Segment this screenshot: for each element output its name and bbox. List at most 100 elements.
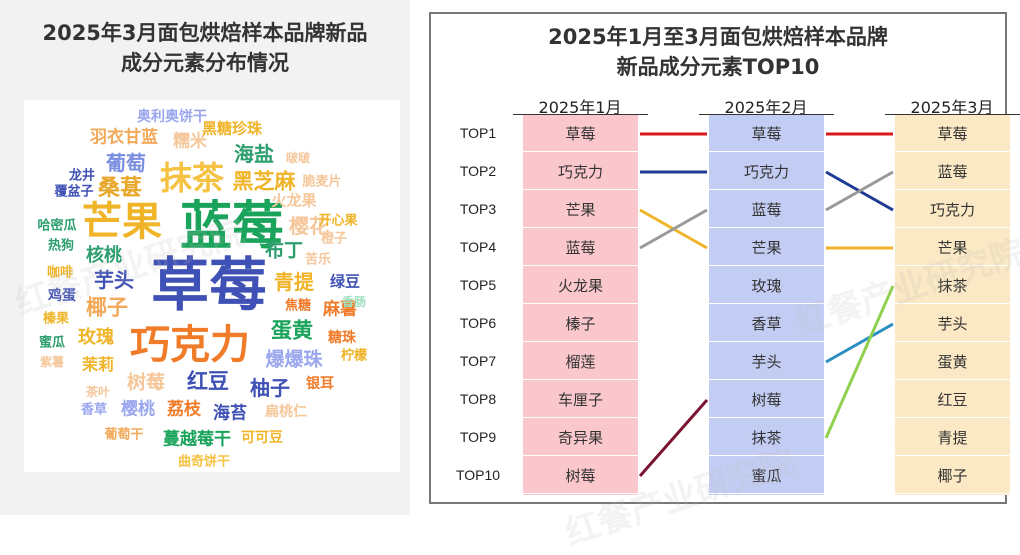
wordcloud-word: 哈密瓜	[37, 218, 77, 234]
rank-label: TOP9	[459, 429, 497, 445]
wordcloud-word: 葡萄干	[104, 427, 144, 443]
wordcloud-word: 可可豆	[241, 430, 283, 446]
wordcloud-word: 樱桃	[121, 399, 155, 420]
ranking-column: 草莓 巧克力 蓝莓 芒果 玫瑰 香草 芋头 树莓 抹茶 蜜瓜	[709, 115, 824, 495]
ranking-cell: 草莓	[709, 115, 824, 152]
ranking-column: 草莓 巧克力 芒果 蓝莓 火龙果 榛子 榴莲 车厘子 奇异果 树莓	[523, 115, 638, 495]
wordcloud-word: 扁桃仁	[265, 404, 307, 420]
ranking-title-line2: 新品成分元素TOP10	[616, 55, 820, 79]
link-蓝莓	[639, 208, 708, 250]
wordcloud-word: 海苔	[213, 403, 247, 424]
wordcloud-word: 香肠	[341, 295, 367, 309]
ranking-title-line1: 2025年1月至3月面包烘焙样本品牌	[548, 25, 888, 49]
ranking-cell: 树莓	[523, 457, 638, 494]
column-header-underline	[513, 114, 648, 115]
ranking-cell: 巧克力	[523, 153, 638, 190]
wordcloud-word: 紫薯	[39, 355, 65, 369]
ranking-cell: 抹茶	[709, 419, 824, 456]
ranking-cell: 榴莲	[523, 343, 638, 380]
ranking-cell: 玫瑰	[709, 267, 824, 304]
wordcloud-word: 桑葚	[97, 176, 143, 201]
ranking-cell: 椰子	[895, 457, 1010, 494]
wordcloud-word: 树莓	[126, 371, 166, 394]
ranking-cell: 蓝莓	[895, 153, 1010, 190]
ranking-title: 2025年1月至3月面包烘焙样本品牌 新品成分元素TOP10	[431, 22, 1005, 82]
wordcloud-word: 覆盆子	[54, 184, 94, 200]
wordcloud-panel: 2025年3月面包烘焙样本品牌新品 成分元素分布情况 草莓 蓝莓 芒果 巧克力 抹茶 桑葚…	[0, 0, 410, 515]
rank-label: TOP6	[459, 315, 497, 331]
ranking-cell: 草莓	[895, 115, 1010, 152]
wordcloud-title: 2025年3月面包烘焙样本品牌新品 成分元素分布情况	[0, 18, 410, 78]
ranking-cell: 青提	[895, 419, 1010, 456]
wordcloud-word: 柠檬	[340, 348, 368, 364]
wordcloud-word: 蜜瓜	[38, 335, 66, 351]
rank-label: TOP7	[459, 353, 497, 369]
wordcloud-word: 草莓	[150, 251, 268, 319]
ranking-cell: 树莓	[709, 381, 824, 418]
column-header-underline	[699, 114, 834, 115]
ranking-cell: 芒果	[709, 229, 824, 266]
wordcloud-word: 蛋黄	[271, 318, 313, 343]
wordcloud-word: 青提	[274, 270, 314, 294]
ranking-cell: 芋头	[895, 305, 1010, 342]
ranking-cell: 巧克力	[709, 153, 824, 190]
wordcloud-word: 曲奇饼干	[177, 454, 231, 470]
ranking-cell: 车厘子	[523, 381, 638, 418]
wordcloud-word: 羽衣甘蓝	[90, 127, 158, 148]
column-header: 2025年3月	[910, 98, 994, 117]
wordcloud-word: 茶叶	[85, 385, 111, 399]
wordcloud-area: 草莓 蓝莓 芒果 巧克力 抹茶 桑葚 海盐 黑芝麻 葡萄 羽衣甘蓝 糯米 黑糖珍珠 奥利奥饼干 啵啵 脆麦片…	[24, 100, 400, 472]
ranking-panel: 2025年1月至3月面包烘焙样本品牌 新品成分元素TOP10 TOP1 TOP2 T…	[429, 12, 1020, 504]
ranking-cell: 奇异果	[523, 419, 638, 456]
ranking-cell: 榛子	[523, 305, 638, 342]
wordcloud-word: 蔓越莓干	[163, 429, 231, 450]
rank-label: TOP8	[459, 391, 497, 407]
rank-label: TOP1	[459, 125, 497, 141]
link-芒果	[639, 208, 708, 250]
rank-label: TOP3	[459, 201, 497, 217]
wordcloud-word: 糯米	[173, 131, 207, 152]
wordcloud-word: 榛果	[42, 311, 70, 327]
wordcloud-word: 啵啵	[285, 151, 311, 165]
wordcloud-word: 苦乐	[304, 252, 332, 268]
wordcloud-word: 红豆	[187, 369, 229, 394]
rank-label: TOP2	[459, 163, 497, 179]
wordcloud-word: 糖珠	[328, 330, 356, 346]
rank-label: TOP4	[459, 239, 497, 255]
wordcloud-word: 热狗	[47, 238, 75, 254]
ranking-cell: 蛋黄	[895, 343, 1010, 380]
wordcloud-word: 蓝莓	[179, 197, 285, 257]
ranking-cell: 巧克力	[895, 191, 1010, 228]
wordcloud-word: 咖啡	[46, 265, 74, 281]
wordcloud-word: 芋头	[94, 268, 134, 292]
wordcloud-word: 橙子	[320, 231, 348, 247]
ranking-cell: 蓝莓	[709, 191, 824, 228]
wordcloud-word: 绿豆	[329, 272, 361, 291]
wordcloud-word: 茉莉	[81, 355, 115, 374]
ranking-cell: 芒果	[523, 191, 638, 228]
wordcloud-word: 脆麦片	[302, 174, 342, 190]
wordcloud-word: 奥利奥饼干	[137, 109, 207, 125]
link-巧克力	[825, 170, 894, 212]
wordcloud-word: 葡萄	[106, 151, 146, 175]
wordcloud-word: 海盐	[234, 142, 274, 166]
ranking-cell: 草莓	[523, 115, 638, 152]
wordcloud-word: 麻薯	[323, 299, 357, 320]
wordcloud-word: 爆爆珠	[265, 348, 323, 371]
wordcloud-word: 核桃	[86, 245, 122, 266]
wordcloud-word: 玫瑰	[78, 327, 114, 348]
ranking-cell: 抹茶	[895, 267, 1010, 304]
ranking-cell: 蓝莓	[523, 229, 638, 266]
rank-label: TOP10	[455, 467, 501, 483]
wordcloud-word: 樱花	[289, 214, 329, 238]
wordcloud-word: 银耳	[306, 376, 334, 392]
link-蓝莓	[825, 170, 894, 212]
wordcloud-word: 香草	[80, 402, 108, 418]
wordcloud-word: 芒果	[82, 199, 162, 245]
column-header-underline	[885, 114, 1020, 115]
wordcloud-word: 黑芝麻	[232, 169, 296, 194]
wordcloud-word: 巧克力	[130, 322, 250, 368]
column-header: 2025年1月	[538, 98, 622, 117]
ranking-column: 草莓 蓝莓 巧克力 芒果 抹茶 芋头 蛋黄 红豆 青提 椰子	[895, 115, 1010, 495]
wordcloud-word: 鸡蛋	[48, 288, 76, 304]
